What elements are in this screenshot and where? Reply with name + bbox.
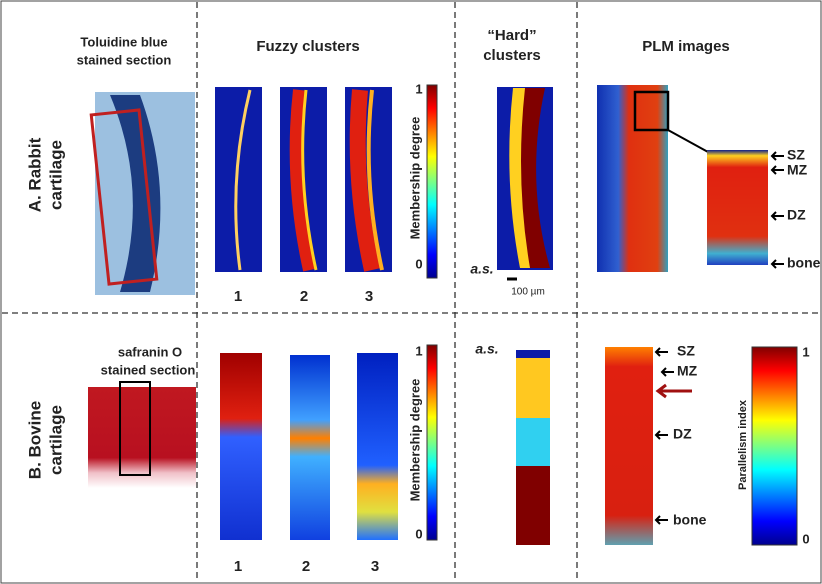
colorbar-label: 1 (415, 343, 422, 358)
colorbar (427, 85, 437, 278)
cluster-label: 2 (300, 288, 308, 305)
stain-image (88, 382, 196, 488)
pi-colorbar (752, 347, 797, 545)
cluster-label: 2 (302, 558, 310, 575)
plm-image (597, 85, 768, 272)
colorbar-label: 1 (415, 81, 422, 96)
colorbar-title: Membership degree (407, 379, 422, 502)
zone-arrows (656, 348, 674, 524)
colorbar-label: 0 (802, 531, 809, 546)
header: stained section (77, 52, 172, 67)
figure: Toluidine blue stained section Fuzzy clu… (0, 0, 822, 584)
zone-label: bone (673, 512, 707, 528)
scale-label: 100 µm (511, 287, 545, 298)
row-label: A. Rabbit (25, 137, 44, 212)
zone-label: DZ (673, 426, 692, 442)
colorbar (427, 345, 437, 540)
zone-label: SZ (677, 343, 695, 359)
row-label: cartilage (46, 140, 65, 210)
zone-label: SZ (787, 147, 805, 163)
colorbar-label: 1 (802, 344, 809, 359)
header: clusters (483, 47, 541, 64)
plm-image (605, 347, 653, 545)
zone-arrows (772, 152, 784, 268)
stain-label: safranin O (118, 344, 182, 359)
zone-label: MZ (787, 162, 808, 178)
fuzzy-images (215, 87, 392, 272)
annotation: a.s. (470, 261, 493, 277)
colorbar-label: 0 (415, 526, 422, 541)
header: PLM images (642, 38, 730, 55)
fuzzy-images (220, 353, 398, 540)
stain-image (91, 92, 195, 295)
stain-label: stained section (101, 362, 196, 377)
row-label: cartilage (46, 405, 65, 475)
hard-image (497, 87, 553, 270)
hard-image (516, 350, 550, 545)
cluster-label: 1 (234, 558, 242, 575)
cluster-label: 3 (371, 558, 379, 575)
colorbar-title: Membership degree (407, 117, 422, 240)
zone-label: MZ (677, 363, 698, 379)
header: Fuzzy clusters (256, 38, 359, 55)
highlight-arrow (658, 385, 692, 397)
row-label: B. Bovine (25, 401, 44, 479)
colorbar-label: 0 (415, 256, 422, 271)
colorbar-title: Parallelism index (737, 399, 749, 490)
header: “Hard” (487, 27, 536, 44)
cluster-label: 1 (234, 288, 242, 305)
header: Toluidine blue (80, 34, 167, 49)
cluster-label: 3 (365, 288, 373, 305)
zone-label: DZ (787, 207, 806, 223)
annotation: a.s. (475, 341, 498, 357)
zone-label: bone (787, 255, 821, 271)
